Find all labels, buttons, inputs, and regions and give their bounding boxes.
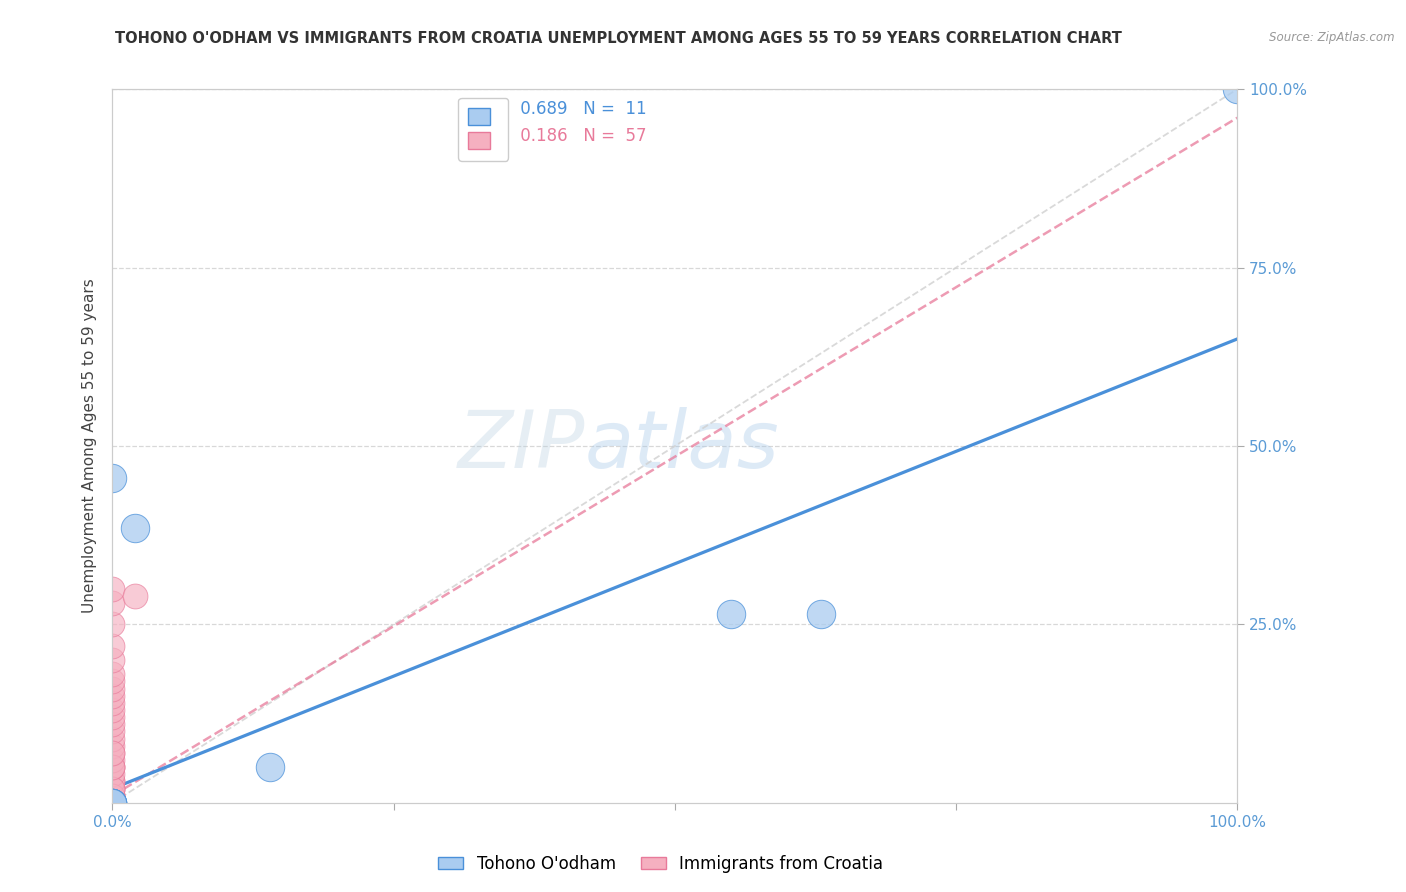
Legend: , : , xyxy=(458,97,508,161)
Text: TOHONO O'ODHAM VS IMMIGRANTS FROM CROATIA UNEMPLOYMENT AMONG AGES 55 TO 59 YEARS: TOHONO O'ODHAM VS IMMIGRANTS FROM CROATI… xyxy=(115,31,1122,46)
Text: atlas: atlas xyxy=(585,407,780,485)
Point xyxy=(101,796,124,810)
Point xyxy=(101,674,124,689)
Point xyxy=(101,731,124,746)
Point xyxy=(101,696,124,710)
Point xyxy=(101,774,124,789)
Point xyxy=(101,796,124,810)
Point xyxy=(101,796,124,810)
Text: R =  0.689   N =  11: R = 0.689 N = 11 xyxy=(479,100,647,118)
Point xyxy=(101,582,124,596)
Point xyxy=(101,781,124,796)
Point xyxy=(101,796,124,810)
Point xyxy=(101,796,124,810)
Point xyxy=(101,796,124,810)
Point xyxy=(101,781,124,796)
Point xyxy=(101,639,124,653)
Point xyxy=(101,796,124,810)
Point xyxy=(124,589,146,603)
Point xyxy=(101,796,124,810)
Point xyxy=(101,796,124,810)
Point xyxy=(101,796,124,810)
Point xyxy=(101,746,124,760)
Point xyxy=(101,689,124,703)
Point xyxy=(101,796,124,810)
Point xyxy=(101,796,124,810)
Point xyxy=(101,653,124,667)
Point xyxy=(101,789,124,803)
Point xyxy=(101,681,124,696)
Point xyxy=(101,760,124,774)
Point xyxy=(101,796,124,810)
Point xyxy=(101,796,124,810)
Point xyxy=(101,724,124,739)
Point xyxy=(101,471,124,485)
Point xyxy=(259,760,281,774)
Point xyxy=(810,607,832,621)
Point xyxy=(101,796,124,810)
Text: ZIP: ZIP xyxy=(457,407,585,485)
Point xyxy=(101,796,124,810)
Point xyxy=(101,796,124,810)
Point xyxy=(101,717,124,731)
Point xyxy=(101,767,124,781)
Point xyxy=(101,710,124,724)
Point xyxy=(720,607,742,621)
Text: Source: ZipAtlas.com: Source: ZipAtlas.com xyxy=(1270,31,1395,45)
Text: R =  0.186   N =  57: R = 0.186 N = 57 xyxy=(479,127,647,145)
Point xyxy=(101,796,124,810)
Point xyxy=(101,760,124,774)
Point xyxy=(101,796,124,810)
Point xyxy=(101,667,124,681)
Point xyxy=(101,739,124,753)
Point xyxy=(101,760,124,774)
Point xyxy=(101,796,124,810)
Point xyxy=(101,789,124,803)
Legend: Tohono O'odham, Immigrants from Croatia: Tohono O'odham, Immigrants from Croatia xyxy=(432,848,890,880)
Point xyxy=(101,796,124,810)
Y-axis label: Unemployment Among Ages 55 to 59 years: Unemployment Among Ages 55 to 59 years xyxy=(82,278,97,614)
Point xyxy=(101,596,124,610)
Point xyxy=(101,746,124,760)
Point xyxy=(101,753,124,767)
Point xyxy=(101,796,124,810)
Point xyxy=(101,789,124,803)
Point xyxy=(101,796,124,810)
Point xyxy=(101,796,124,810)
Point xyxy=(101,796,124,810)
Point xyxy=(101,796,124,810)
Point xyxy=(101,796,124,810)
Point xyxy=(101,789,124,803)
Point xyxy=(101,796,124,810)
Point xyxy=(124,521,146,535)
Point xyxy=(101,617,124,632)
Point xyxy=(101,796,124,810)
Point xyxy=(101,703,124,717)
Point xyxy=(101,774,124,789)
Point xyxy=(1226,82,1249,96)
Point xyxy=(101,781,124,796)
